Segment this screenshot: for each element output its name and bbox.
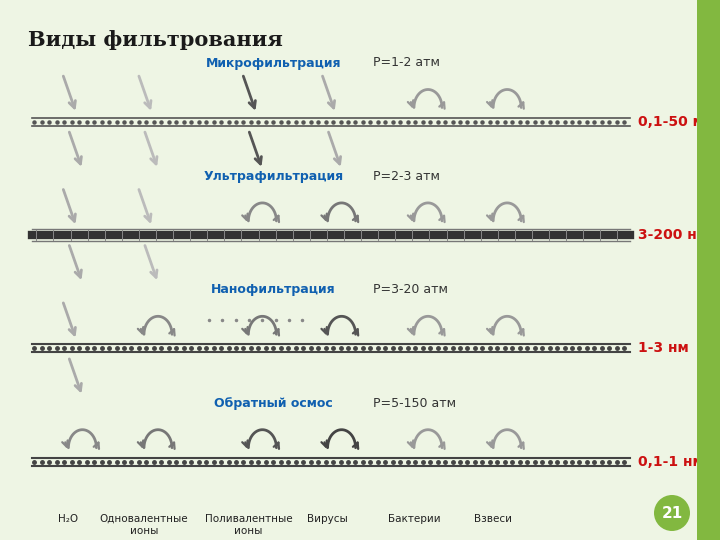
Text: Р=3-20 атм: Р=3-20 атм [369,284,448,296]
Text: Р=1-2 атм: Р=1-2 атм [369,57,440,70]
Text: Р=5-150 атм: Р=5-150 атм [369,397,456,410]
Text: Поливалентные
ионы: Поливалентные ионы [204,514,292,536]
Text: Виды фильтрования: Виды фильтрования [28,30,283,50]
Text: Нанофильтрация: Нанофильтрация [211,284,336,296]
Text: Бактерии: Бактерии [387,514,441,524]
Text: 3-200 нм: 3-200 нм [638,228,708,242]
Text: Обратный осмос: Обратный осмос [215,397,333,410]
Text: Р=2-3 атм: Р=2-3 атм [369,170,440,183]
Bar [697,0,720,540]
Text: Микрофильтрация: Микрофильтрация [206,57,341,70]
Text: 0,1-50 мкм: 0,1-50 мкм [638,114,720,129]
Text: 1-3 нм: 1-3 нм [638,341,689,355]
Text: Ультрафильтрация: Ультрафильтрация [204,170,343,183]
Text: 21: 21 [662,505,683,521]
Text: Вирусы: Вирусы [307,514,348,524]
Text: 0,1-1 нм: 0,1-1 нм [638,455,703,469]
Text: H₂O: H₂O [58,514,78,524]
Text: Взвеси: Взвеси [474,514,512,524]
Text: Одновалентные
ионы: Одновалентные ионы [99,514,189,536]
Circle shape [654,495,690,531]
